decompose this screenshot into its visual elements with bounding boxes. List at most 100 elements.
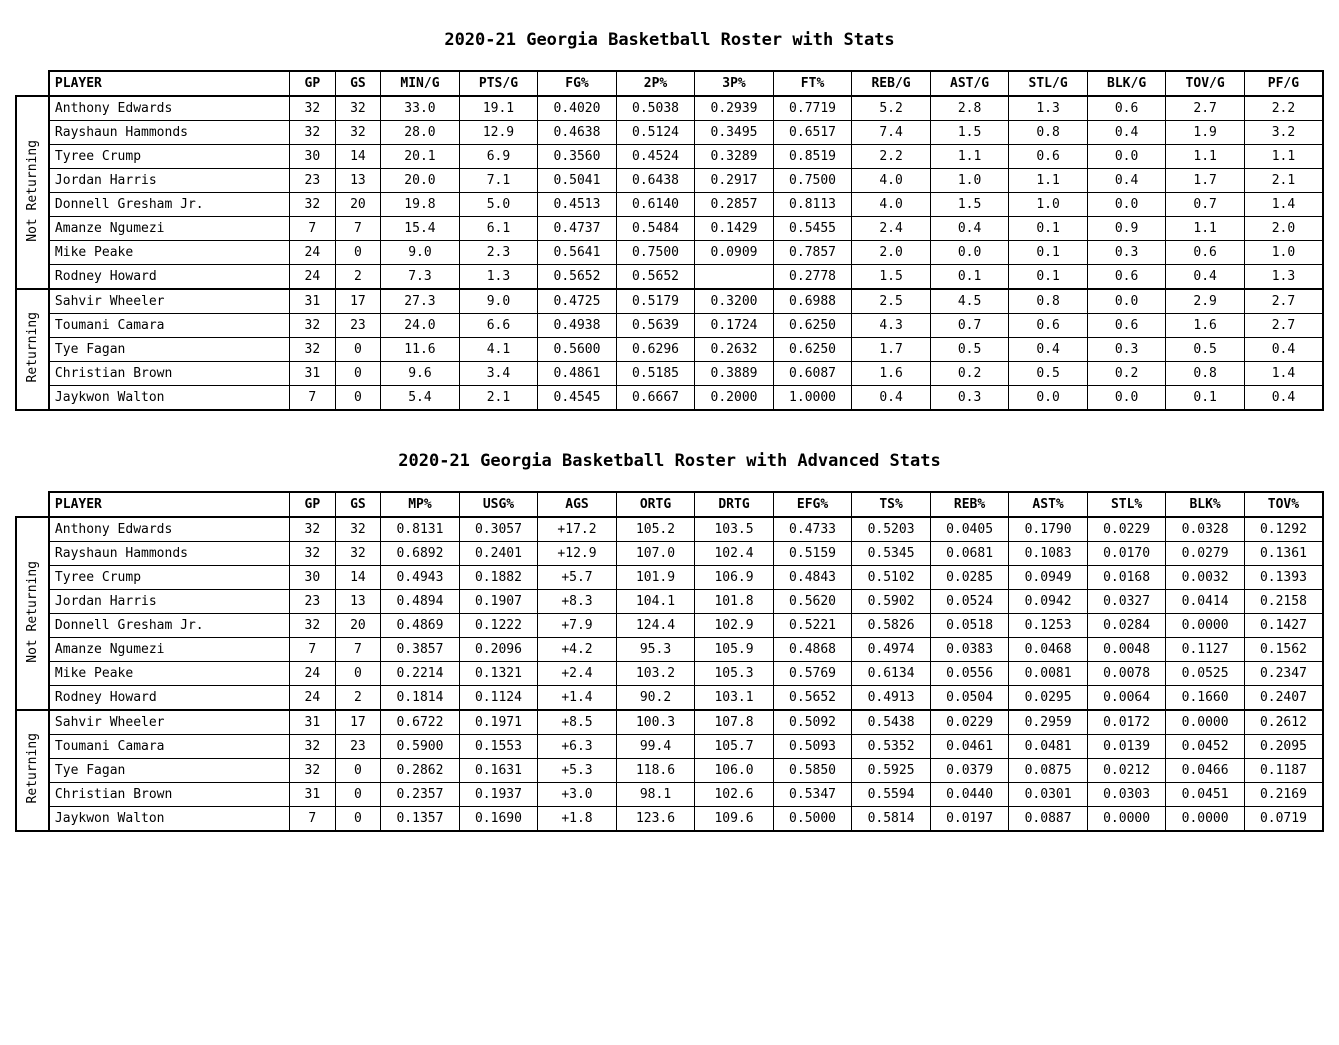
stat-cell: 1.7 xyxy=(852,338,931,362)
stat-cell: 0.2158 xyxy=(1244,590,1323,614)
stat-cell: 0.4737 xyxy=(538,217,617,241)
stat-cell: 0.1790 xyxy=(1009,517,1088,542)
stat-cell: 0.5041 xyxy=(538,169,617,193)
stat-cell: 0.4 xyxy=(1009,338,1088,362)
stat-cell: 2.1 xyxy=(459,386,538,411)
stat-cell: 0.7857 xyxy=(773,241,852,265)
stat-cell: 32 xyxy=(290,614,336,638)
stat-cell: 95.3 xyxy=(616,638,695,662)
stat-cell: 4.0 xyxy=(852,193,931,217)
col-header: GP xyxy=(290,492,336,517)
stat-cell: 0.1 xyxy=(1166,386,1245,411)
col-header: AGS xyxy=(538,492,617,517)
stat-cell: 0.5455 xyxy=(773,217,852,241)
stat-cell: 0.6 xyxy=(1087,265,1166,290)
stat-cell: 19.1 xyxy=(459,96,538,121)
stat-cell: 0.1 xyxy=(930,265,1009,290)
table-basic: PLAYERGPGSMIN/GPTS/GFG%2P%3P%FT%REB/GAST… xyxy=(15,70,1324,411)
stat-cell: 2 xyxy=(335,686,381,711)
stat-cell: 0.8519 xyxy=(773,145,852,169)
stat-cell: 1.5 xyxy=(930,193,1009,217)
col-header: PF/G xyxy=(1244,71,1323,96)
corner-cell xyxy=(16,71,49,96)
stat-cell: 32 xyxy=(290,96,336,121)
stat-cell: 0.2 xyxy=(930,362,1009,386)
stat-cell: 0.2959 xyxy=(1009,710,1088,735)
stat-cell: 23 xyxy=(335,735,381,759)
player-cell: Rayshaun Hammonds xyxy=(49,121,290,145)
stat-cell: 1.3 xyxy=(1009,96,1088,121)
stat-cell: 0.4 xyxy=(930,217,1009,241)
stat-cell: 4.3 xyxy=(852,314,931,338)
stat-cell: +1.8 xyxy=(538,807,617,832)
stat-cell: 0.1 xyxy=(1009,265,1088,290)
col-header: GP xyxy=(290,71,336,96)
stat-cell: 0.0 xyxy=(1087,193,1166,217)
stat-cell: 0.5000 xyxy=(773,807,852,832)
table-row: Mike Peake2400.22140.1321+2.4103.2105.30… xyxy=(16,662,1323,686)
col-header: EFG% xyxy=(773,492,852,517)
title-adv: 2020-21 Georgia Basketball Roster with A… xyxy=(15,451,1324,471)
table-adv: PLAYERGPGSMP%USG%AGSORTGDRTGEFG%TS%REB%A… xyxy=(15,491,1324,832)
stat-cell: 0.6667 xyxy=(616,386,695,411)
stat-cell: 2.7 xyxy=(1244,289,1323,314)
stat-cell: 4.0 xyxy=(852,169,931,193)
stat-cell: 0.6 xyxy=(1009,314,1088,338)
stat-cell: 0.3 xyxy=(1087,241,1166,265)
stat-cell: 15.4 xyxy=(381,217,460,241)
stat-cell: 0.0197 xyxy=(930,807,1009,832)
stat-cell: 1.3 xyxy=(459,265,538,290)
stat-cell: 2 xyxy=(335,265,381,290)
stat-cell: 2.9 xyxy=(1166,289,1245,314)
player-cell: Jaykwon Walton xyxy=(49,807,290,832)
stat-cell: 20 xyxy=(335,614,381,638)
stat-cell: 24 xyxy=(290,265,336,290)
stat-cell: 0.2612 xyxy=(1244,710,1323,735)
stat-cell: 2.2 xyxy=(852,145,931,169)
stat-cell: 0 xyxy=(335,241,381,265)
stat-cell: 0.0064 xyxy=(1087,686,1166,711)
table-row: Donnell Gresham Jr.32200.48690.1222+7.91… xyxy=(16,614,1323,638)
stat-cell: 0.3889 xyxy=(695,362,774,386)
stat-cell: 0.0 xyxy=(930,241,1009,265)
col-header: AST/G xyxy=(930,71,1009,96)
stat-cell: 0.5641 xyxy=(538,241,617,265)
stat-cell: 9.0 xyxy=(459,289,538,314)
stat-cell: 0.4 xyxy=(1244,338,1323,362)
col-header: TOV% xyxy=(1244,492,1323,517)
player-cell: Toumani Camara xyxy=(49,314,290,338)
col-header: TS% xyxy=(852,492,931,517)
col-header: TOV/G xyxy=(1166,71,1245,96)
stat-cell: 0.0481 xyxy=(1009,735,1088,759)
stat-cell: 0.0032 xyxy=(1166,566,1245,590)
stat-cell: 20 xyxy=(335,193,381,217)
stat-cell: 2.2 xyxy=(1244,96,1323,121)
stat-cell: 0.4943 xyxy=(381,566,460,590)
stat-cell: 0.6 xyxy=(1087,96,1166,121)
stat-cell: 28.0 xyxy=(381,121,460,145)
group-label: Not Returning xyxy=(16,517,49,710)
stat-cell: 1.0000 xyxy=(773,386,852,411)
stat-cell: 4.5 xyxy=(930,289,1009,314)
stat-cell: 0.0048 xyxy=(1087,638,1166,662)
stat-cell: 32 xyxy=(290,735,336,759)
stat-cell: 105.9 xyxy=(695,638,774,662)
stat-cell: 0.0942 xyxy=(1009,590,1088,614)
stat-cell: 0.1361 xyxy=(1244,542,1323,566)
stat-cell: 0.0383 xyxy=(930,638,1009,662)
group-label: Returning xyxy=(16,289,49,410)
stat-cell: 11.6 xyxy=(381,338,460,362)
col-header: REB/G xyxy=(852,71,931,96)
stat-cell: 102.9 xyxy=(695,614,774,638)
stat-cell: 0.6517 xyxy=(773,121,852,145)
stat-cell: 0.0405 xyxy=(930,517,1009,542)
col-header: GS xyxy=(335,492,381,517)
stat-cell: 0.0875 xyxy=(1009,759,1088,783)
stat-cell: 20.1 xyxy=(381,145,460,169)
stat-cell: 0.5826 xyxy=(852,614,931,638)
stat-cell: 0.5038 xyxy=(616,96,695,121)
table-row: Christian Brown3109.63.40.48610.51850.38… xyxy=(16,362,1323,386)
col-header: PTS/G xyxy=(459,71,538,96)
table-row: Not ReturningAnthony Edwards32320.81310.… xyxy=(16,517,1323,542)
stat-cell: 0.5652 xyxy=(538,265,617,290)
